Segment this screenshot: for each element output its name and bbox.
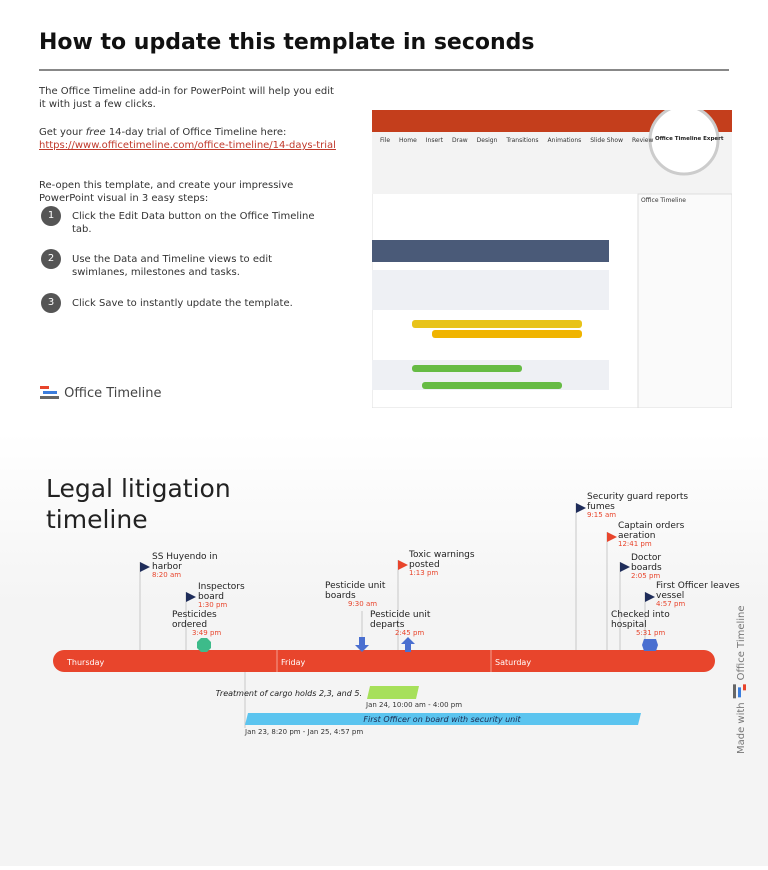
- icon-bar: [733, 684, 736, 699]
- screenshot: File Home Insert Draw Design Transitions Anima…: [372, 110, 732, 408]
- milestone-label: Toxic warnings: [408, 550, 475, 560]
- title: How to update this template in seconds: [39, 30, 535, 55]
- milestone-flag: [140, 562, 150, 572]
- step-text: Click Save to instantly update the templ…: [72, 298, 293, 309]
- task-bar: [367, 686, 419, 699]
- milestone-flag: [398, 560, 408, 570]
- logo: Office Timeline: [40, 385, 162, 403]
- trial-link[interactable]: https://www.officetimeline.com/office-ti…: [39, 140, 336, 151]
- milestone-label: hospital: [611, 620, 647, 630]
- watermark-brand: Office Timeline: [736, 605, 747, 680]
- milestone-label: fumes: [587, 502, 615, 512]
- milestone-time: 2:45 pm: [395, 629, 424, 637]
- milestone-flag: [576, 503, 586, 513]
- step-text: Click the Edit Data button on the Office…: [72, 211, 315, 235]
- logo-text: Office Timeline: [64, 386, 162, 401]
- task-dates: Jan 23, 8:20 pm - Jan 25, 4:57 pm: [244, 728, 363, 736]
- milestone-label: posted: [409, 560, 440, 570]
- milestone-label: First Officer leaves: [656, 581, 740, 591]
- milestone-label: Pesticides: [172, 610, 217, 620]
- milestone-marker: [642, 639, 658, 651]
- milestone-flag: [645, 592, 655, 602]
- milestone-flag: [607, 532, 617, 542]
- task-dates: Jan 24, 10:00 am - 4:00 pm: [365, 701, 462, 709]
- watermark: Made with Office Timeline: [736, 605, 747, 754]
- milestone-label: Inspectors: [198, 582, 245, 592]
- ribbon-tab: Transitions: [505, 137, 538, 144]
- timeline: Legal litigation timeline Thursday Friday…: [46, 474, 747, 754]
- step-number: 2: [41, 249, 61, 269]
- day-label: Friday: [281, 658, 306, 667]
- watermark-text: Made with: [736, 702, 747, 754]
- milestone-label: Checked into: [611, 610, 670, 620]
- task-label: Treatment of cargo holds 2,3, and 5.: [216, 689, 362, 698]
- text: Get your: [39, 127, 83, 138]
- milestone-label: harbor: [152, 562, 182, 572]
- milestone-label: ordered: [172, 620, 207, 630]
- milestone-time: 1:30 pm: [198, 601, 227, 609]
- paragraph: Re-open this template, and create your i…: [39, 180, 294, 204]
- milestone-flag: [620, 562, 630, 572]
- ribbon-tab: Draw: [452, 137, 468, 144]
- milestone-time: 12:41 pm: [618, 540, 652, 548]
- step-number: 3: [41, 293, 61, 313]
- paragraph: The Office Timeline add-in for PowerPoin…: [39, 86, 334, 110]
- milestone-time: 1:13 pm: [409, 569, 438, 577]
- pane-title: Office Timeline: [641, 197, 686, 204]
- milestone-time: 9:30 am: [348, 600, 377, 608]
- watermark-icon: [733, 684, 746, 699]
- divider: [39, 69, 729, 71]
- milestone-marker: [355, 637, 369, 652]
- ribbon-tab: Design: [477, 137, 498, 144]
- milestone-marker: [401, 637, 415, 652]
- ribbon-tab: Slide Show: [590, 137, 623, 144]
- ribbon-tab: Insert: [426, 137, 444, 144]
- milestone-time: 3:49 pm: [192, 629, 221, 637]
- milestone-label: Pesticide unit: [325, 581, 386, 591]
- milestone-label: Pesticide unit: [370, 610, 431, 620]
- timeline-section: Legal litigation timeline Thursday Friday…: [0, 432, 768, 866]
- task-label: First Officer on board with security uni…: [363, 715, 521, 724]
- timeline-title: timeline: [46, 505, 148, 534]
- milestone-label: departs: [370, 620, 405, 630]
- milestone-label: vessel: [656, 591, 684, 601]
- text: 14-day trial of Office Timeline here:: [108, 127, 287, 138]
- day-label: Saturday: [495, 658, 531, 667]
- timeline-title: Legal litigation: [46, 474, 231, 503]
- milestone-label: aeration: [618, 531, 656, 541]
- step-number: 1: [41, 206, 61, 226]
- milestone-marker: [197, 638, 211, 652]
- milestone-label: boards: [631, 563, 662, 573]
- milestone-time: 9:15 am: [587, 511, 616, 519]
- milestone-label: Captain orders: [618, 521, 685, 531]
- trial-line: Get your free 14-day trial of Office Tim…: [39, 126, 339, 152]
- icon-bar: [738, 687, 741, 698]
- icon-bar: [743, 684, 746, 691]
- logo-icon: [40, 386, 59, 399]
- milestone-label: boards: [325, 591, 356, 601]
- milestone-time: 8:20 am: [152, 571, 181, 579]
- emphasis: free: [85, 127, 106, 138]
- callout: Office Timeline Expert: [655, 136, 724, 142]
- ribbon-tab: File: [380, 137, 390, 144]
- ribbon-tab: Review: [632, 137, 654, 144]
- milestone-time: 2:05 pm: [631, 572, 660, 580]
- day-label: Thursday: [66, 658, 104, 667]
- ribbon-tab: Home: [399, 137, 417, 144]
- milestone-time: 5:31 pm: [636, 629, 665, 637]
- ribbon-tab: Animations: [548, 137, 582, 144]
- instructions: How to update this template in seconds T…: [0, 0, 768, 432]
- milestone-label: SS Huyendo in: [152, 552, 218, 562]
- milestone-flag: [186, 592, 196, 602]
- task-bar: [245, 713, 641, 725]
- timeband: [53, 650, 715, 672]
- milestone-label: Doctor: [631, 553, 661, 563]
- milestone-time: 4:57 pm: [656, 600, 685, 608]
- step-text: Use the Data and Timeline views to edit …: [72, 254, 273, 278]
- milestone-label: board: [198, 592, 224, 602]
- milestone-label: Security guard reports: [587, 492, 688, 502]
